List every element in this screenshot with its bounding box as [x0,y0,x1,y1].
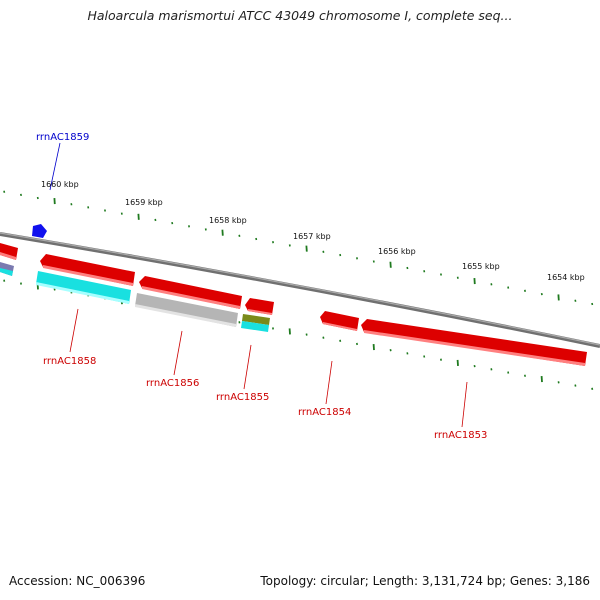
gene-feature-1854[interactable] [320,311,359,331]
label-leader-lines [49,142,468,428]
other-feature-1855[interactable] [242,314,270,325]
gene-label-rrnAC1856[interactable]: rrnAC1856 [146,378,199,389]
gene-label-rrnAC1855[interactable]: rrnAC1855 [216,392,269,403]
accession-text: Accession: NC_006396 [9,574,146,588]
gene-feature-1856[interactable] [139,276,242,309]
ruler-label: 1656 kbp [378,247,416,256]
ruler-label: 1659 kbp [125,198,163,207]
genome-summary-text: Topology: circular; Length: 3,131,724 bp… [260,574,590,588]
gene-label-rrnAC1859[interactable]: rrnAC1859 [36,132,89,143]
gene-feature-1853[interactable] [361,319,587,366]
ruler-label: 1655 kbp [462,262,500,271]
gene-label-rrnAC1853[interactable]: rrnAC1853 [434,430,487,441]
gene-label-rrnAC1858[interactable]: rrnAC1858 [43,356,96,367]
rrna-feature-1855[interactable] [241,321,269,332]
gene-feature-1858[interactable] [40,254,135,286]
ruler-label: 1658 kbp [209,216,247,225]
ruler-label: 1654 kbp [547,273,585,282]
map-title: Haloarcula marismortui ATCC 43049 chromo… [87,8,513,23]
ruler-label: 1657 kbp [293,232,331,241]
gene-rrnAC1859-marker[interactable] [32,224,47,238]
chromosome-backbone [0,232,600,348]
trna-feature-1856[interactable] [135,293,238,327]
gene-label-rrnAC1854[interactable]: rrnAC1854 [298,407,351,418]
rrna-feature-1858[interactable] [36,271,131,304]
ruler-labels: 1660 kbp 1659 kbp 1658 kbp 1657 kbp 1656… [41,180,585,282]
outer-ruler-ticks [3,190,594,306]
ruler-label: 1660 kbp [41,180,79,189]
